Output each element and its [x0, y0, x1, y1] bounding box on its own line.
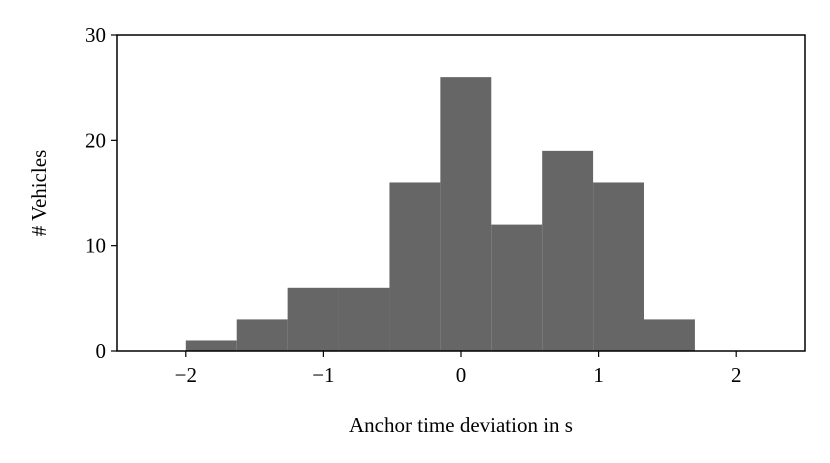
x-tick-label: −2: [175, 363, 197, 387]
bar: [542, 150, 594, 351]
x-tick-label: 2: [731, 363, 742, 387]
bar: [236, 319, 288, 351]
y-tick-label: 0: [96, 339, 107, 363]
y-tick-label: 10: [85, 234, 106, 258]
y-axis-label: # Vehicles: [27, 150, 51, 237]
bar: [389, 182, 441, 351]
bar: [491, 224, 543, 351]
bar: [593, 182, 645, 351]
y-tick-label: 20: [85, 128, 106, 152]
bar: [644, 319, 695, 351]
bar: [440, 77, 492, 351]
x-tick-label: 0: [456, 363, 467, 387]
y-tick-label: 30: [85, 23, 106, 47]
bar: [185, 340, 237, 351]
bar: [287, 287, 339, 351]
x-tick-label: −1: [312, 363, 334, 387]
bar: [338, 287, 390, 351]
x-axis-label: Anchor time deviation in s: [349, 413, 573, 437]
x-tick-label: 1: [593, 363, 604, 387]
